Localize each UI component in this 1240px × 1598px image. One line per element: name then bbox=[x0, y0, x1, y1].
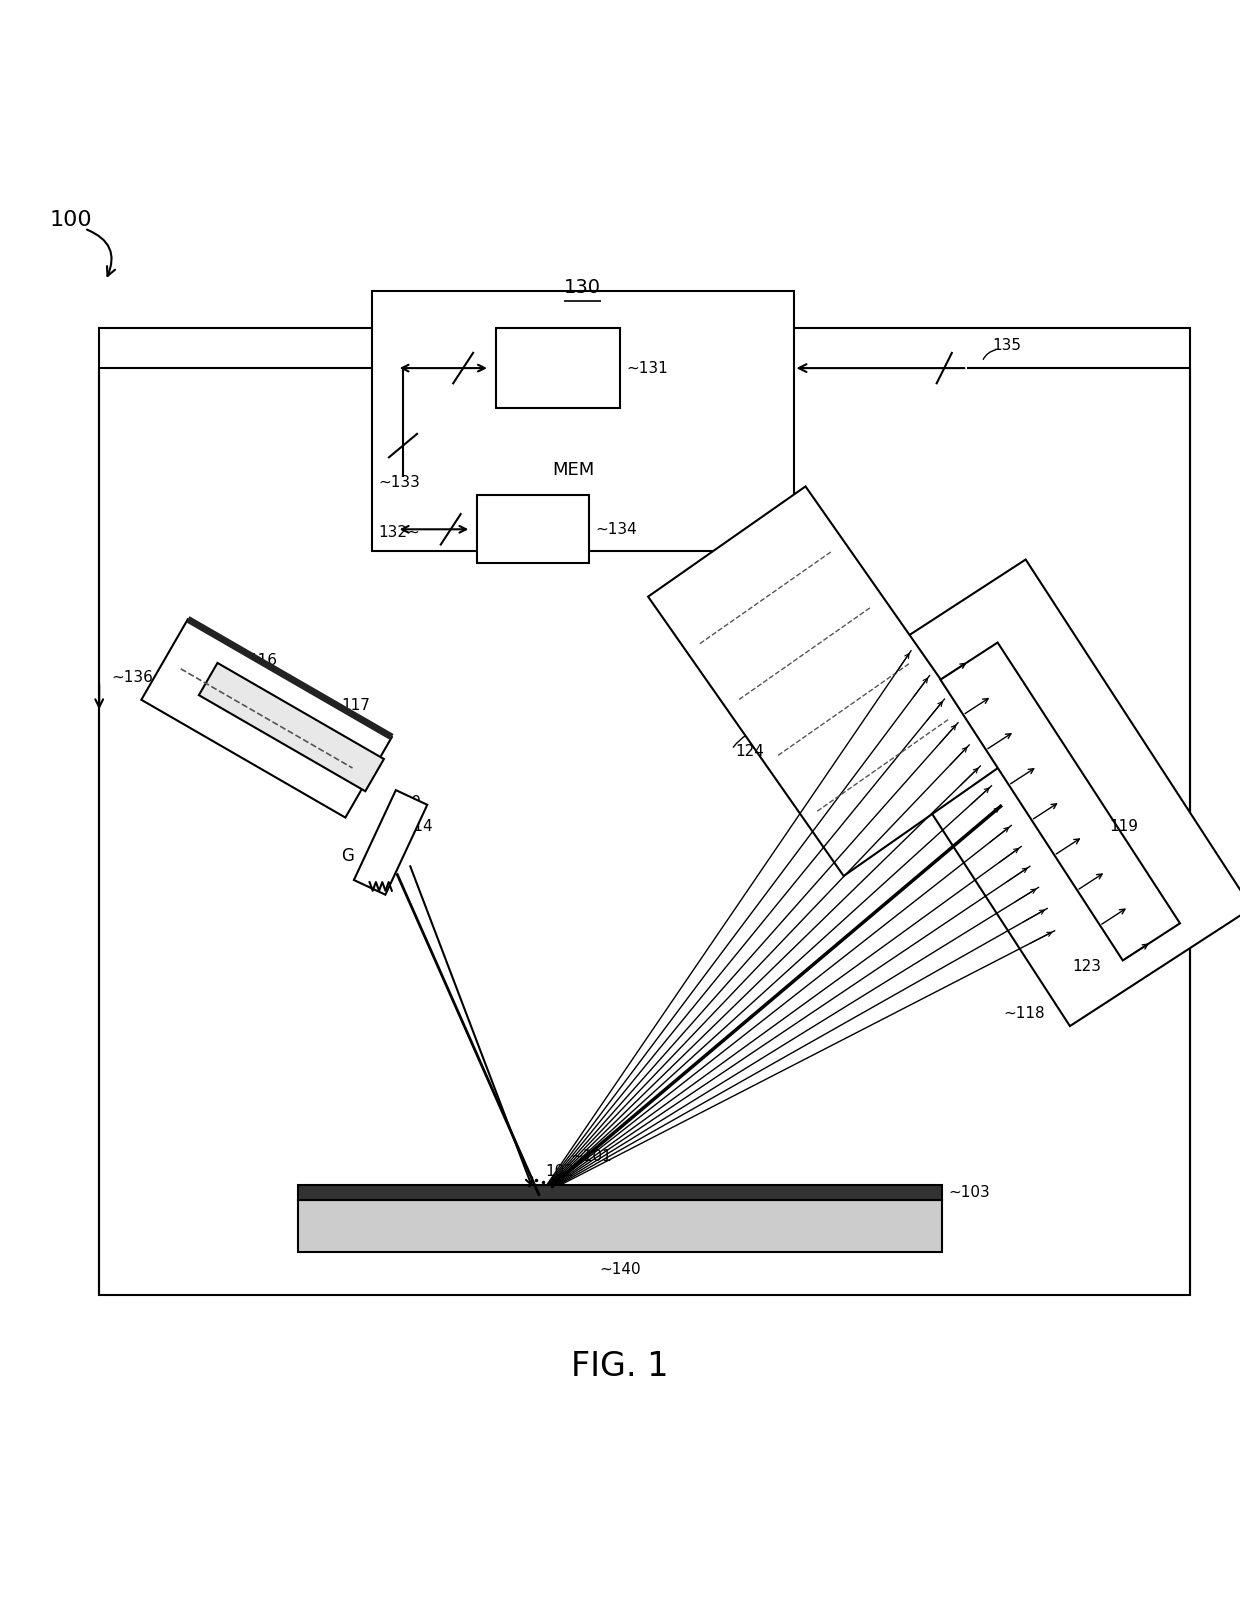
FancyArrowPatch shape bbox=[87, 230, 115, 276]
Text: 120: 120 bbox=[392, 796, 420, 810]
Text: ~118: ~118 bbox=[1003, 1007, 1045, 1021]
FancyArrowPatch shape bbox=[733, 727, 764, 748]
Text: 132~: 132~ bbox=[378, 524, 420, 540]
Text: MEM: MEM bbox=[552, 462, 594, 479]
Bar bbox=[99, 328, 1190, 1294]
Text: 117: 117 bbox=[341, 698, 370, 713]
Text: 123: 123 bbox=[1073, 959, 1101, 973]
Bar bbox=[477, 495, 589, 564]
Text: 110: 110 bbox=[155, 673, 187, 690]
Text: ~133: ~133 bbox=[378, 475, 420, 491]
Polygon shape bbox=[353, 789, 428, 895]
Text: 102: 102 bbox=[546, 1163, 574, 1178]
Text: 119: 119 bbox=[1110, 818, 1138, 834]
Text: 135: 135 bbox=[992, 339, 1021, 353]
Polygon shape bbox=[649, 486, 1001, 876]
Text: ~101: ~101 bbox=[570, 1149, 613, 1163]
Text: ~131: ~131 bbox=[626, 361, 668, 376]
Polygon shape bbox=[198, 663, 384, 791]
Bar bbox=[298, 1184, 942, 1200]
Bar bbox=[298, 1200, 942, 1251]
Text: PROC: PROC bbox=[558, 329, 608, 347]
Text: 110: 110 bbox=[149, 684, 181, 702]
Text: 100: 100 bbox=[50, 209, 92, 230]
Text: ~136: ~136 bbox=[112, 670, 154, 686]
Text: G: G bbox=[341, 847, 353, 865]
Polygon shape bbox=[141, 620, 392, 818]
Text: 130: 130 bbox=[564, 278, 601, 297]
Text: 124: 124 bbox=[735, 745, 764, 759]
Text: ~140: ~140 bbox=[599, 1261, 641, 1277]
Text: ~114: ~114 bbox=[392, 818, 434, 834]
Text: ~134: ~134 bbox=[595, 523, 637, 537]
FancyArrowPatch shape bbox=[983, 350, 996, 360]
Bar bbox=[372, 291, 794, 551]
Text: 116: 116 bbox=[248, 652, 277, 668]
Polygon shape bbox=[843, 559, 1240, 1026]
Bar bbox=[496, 328, 620, 409]
Text: ~103: ~103 bbox=[949, 1184, 991, 1200]
Text: FIG. 1: FIG. 1 bbox=[572, 1350, 668, 1384]
Polygon shape bbox=[940, 642, 1180, 960]
